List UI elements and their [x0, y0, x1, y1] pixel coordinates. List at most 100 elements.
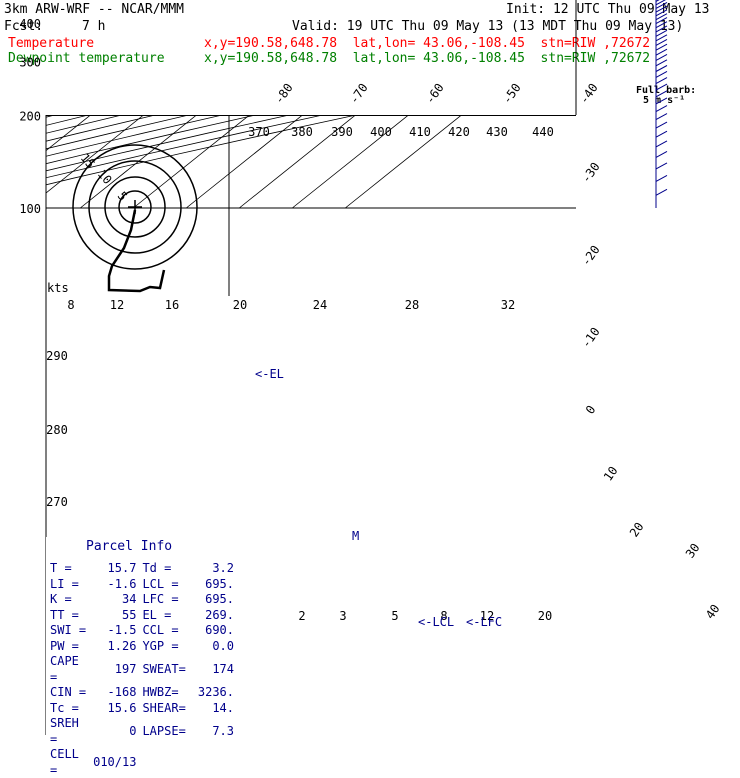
parcel-info-row: CIN = -168 HWBZ= 3236. [50, 685, 234, 701]
mixing-ratio-label: 8 [67, 298, 74, 312]
hodograph: 5 10 15 [72, 115, 230, 296]
parcel-info-cell: EL = [142, 607, 172, 622]
wind-barb [655, 70, 668, 78]
wind-barb [655, 105, 668, 112]
theta-e-label: 270 [46, 495, 68, 509]
parcel-info-cell: PW = [50, 638, 79, 653]
parcel-info-cell: LAPSE= [142, 723, 186, 738]
theta-e-label: 290 [46, 349, 68, 363]
isotherm-label: -70 [347, 81, 371, 107]
parcel-info-cell: 15.7 [107, 561, 137, 575]
isotherm-line [292, 115, 410, 209]
skewt-chart: 5 10 15 1002003004005006007008009001000-… [0, 0, 723, 735]
wind-barb [655, 59, 668, 67]
mixing-ratio-label: 20 [233, 298, 247, 312]
parcel-info-cell: LI = [50, 576, 79, 591]
isotherm-line [133, 115, 251, 209]
wind-barb [655, 151, 668, 158]
isotherm-line [186, 115, 304, 209]
pressure-tick-label: 200 [19, 109, 41, 123]
parcel-info-cell: 695. [205, 576, 234, 591]
isotherm-line [0, 0, 314, 208]
theta-label: 400 [370, 125, 392, 139]
mixing-ratio-label: 12 [110, 298, 124, 312]
isotherm-label: -10 [579, 325, 603, 351]
wind-barb [655, 43, 668, 51]
wind-barb [655, 175, 668, 182]
mixing-ratio-low-label: 12 [480, 609, 494, 623]
dry-adiabat [0, 0, 476, 208]
isotherm-label: -80 [272, 81, 296, 107]
forecast-hour: 7 h [82, 19, 106, 34]
parcel-info-cell: 34 [122, 592, 137, 606]
parcel-info-cell: Td = [142, 561, 172, 575]
parcel-info-cell: SWI = [50, 623, 87, 637]
isotherm-label: 30 [683, 541, 703, 561]
parcel-info-cell: -1.5 [107, 623, 137, 637]
wind-barb [655, 188, 668, 196]
parcel-info-cell: LFC = [142, 592, 179, 606]
parcel-info-cell: 690. [205, 623, 234, 637]
isotherm-line [239, 115, 357, 209]
wind-barb [655, 130, 668, 138]
isotherm-line [80, 115, 198, 209]
parcel-info-row: SWI = -1.5 CCL = 690. [50, 623, 234, 639]
dry-adiabat [0, 0, 584, 208]
hodo-ring-label: 10 [95, 167, 115, 187]
mixing-ratio-low-label: 20 [538, 609, 552, 623]
wind-barb [655, 13, 668, 21]
isotherm-label: -30 [579, 160, 603, 186]
parcel-info-row: TT = 55 EL = 269. [50, 608, 234, 624]
isotherm-label: 10 [601, 464, 621, 484]
moist-adiabat [0, 0, 621, 109]
wind-barb [655, 1, 668, 9]
wind-barb [655, 121, 668, 129]
isotherm-line [0, 0, 49, 208]
parcel-info-row: PW = 1.26 YGP = 0.0 [50, 639, 234, 655]
theta-label: 440 [532, 125, 554, 139]
wind-barb [655, 48, 668, 56]
parcel-info-row: Tc = 15.6 SHEAR= 14. [50, 701, 234, 717]
parcel-info-cell: SHEAR= [142, 700, 186, 715]
mixing-ratio-low-label: 8 [440, 609, 447, 623]
isotherm-label: -40 [577, 81, 601, 107]
annotation-lfc: <-LFC [466, 615, 502, 629]
wind-barb [655, 140, 668, 148]
parcel-info-cell: K = [50, 592, 72, 606]
parcel-info-cell [136, 747, 188, 778]
wind-barb [655, 21, 668, 29]
wind-barb [655, 77, 668, 84]
wind-barb [655, 0, 666, 6]
isotherm-label: 0 [583, 403, 599, 417]
parcel-info-cell: YGP = [142, 638, 179, 653]
parcel-info-cell: 0 [129, 723, 137, 738]
wind-barb [655, 113, 668, 120]
theta-label: 380 [291, 125, 313, 139]
parcel-info-title: Parcel Info [86, 539, 173, 554]
theta-label: 420 [448, 125, 470, 139]
isotherm-label: 40 [703, 602, 723, 622]
wind-barb [655, 25, 668, 33]
mixing-ratio-label: 28 [405, 298, 419, 312]
wind-barb [655, 17, 668, 25]
wind-barb [655, 29, 668, 37]
model-title: 3km ARW-WRF -- NCAR/MMM [4, 2, 185, 17]
parcel-info-cell: Tc = [50, 700, 79, 715]
moist-adiabat [0, 0, 675, 109]
parcel-info-cell: 3236. [197, 685, 234, 699]
parcel-info-cell: 269. [205, 607, 234, 622]
dewpoint-label: Dewpoint temperature [8, 51, 165, 66]
parcel-info-row: CELL = 010/13 [50, 747, 234, 778]
parcel-info-row: T = 15.7 Td = 3.2 [50, 561, 234, 577]
annotation-m: M [352, 529, 359, 543]
parcel-info-cell: 14. [212, 700, 234, 715]
dewpoint-location: x,y=190.58,648.78 lat,lon= 43.06,-108.45… [204, 51, 651, 66]
parcel-info-cell: 695. [205, 592, 234, 606]
parcel-info-cell: 174 [212, 661, 234, 676]
wind-barb [655, 34, 668, 42]
theta-label: 390 [331, 125, 353, 139]
wind-barb [655, 162, 668, 170]
temperature-location: x,y=190.58,648.78 lat,lon= 43.06,-108.45… [204, 36, 651, 51]
forecast-label: Fcst: [4, 19, 44, 34]
barb-legend-units: 5 m s⁻¹ [643, 95, 686, 106]
